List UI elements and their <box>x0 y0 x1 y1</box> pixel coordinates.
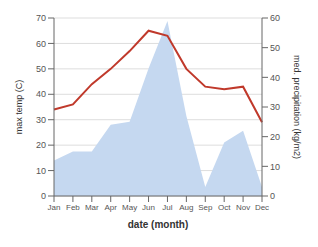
svg-text:Mar: Mar <box>85 203 99 212</box>
svg-text:max temp (C): max temp (C) <box>14 80 24 135</box>
svg-text:Dec: Dec <box>255 203 269 212</box>
svg-text:Sep: Sep <box>198 203 213 212</box>
svg-text:50: 50 <box>270 43 280 53</box>
svg-text:10: 10 <box>36 166 46 176</box>
svg-text:Feb: Feb <box>66 203 80 212</box>
svg-text:40: 40 <box>36 89 46 99</box>
svg-text:Nov: Nov <box>236 203 250 212</box>
svg-text:0: 0 <box>41 191 46 201</box>
svg-text:20: 20 <box>36 140 46 150</box>
svg-text:May: May <box>122 203 137 212</box>
svg-text:60: 60 <box>36 39 46 49</box>
svg-text:70: 70 <box>36 13 46 23</box>
svg-text:20: 20 <box>270 132 280 142</box>
svg-text:Jun: Jun <box>142 203 155 212</box>
svg-text:Jul: Jul <box>162 203 172 212</box>
svg-text:10: 10 <box>270 162 280 172</box>
svg-text:Aug: Aug <box>179 203 193 212</box>
svg-text:Oct: Oct <box>218 203 231 212</box>
svg-text:date (month): date (month) <box>128 219 189 230</box>
svg-text:Apr: Apr <box>105 203 118 212</box>
svg-text:30: 30 <box>36 115 46 125</box>
svg-text:50: 50 <box>36 64 46 74</box>
svg-text:Jan: Jan <box>48 203 61 212</box>
svg-text:40: 40 <box>270 73 280 83</box>
svg-text:0: 0 <box>270 191 275 201</box>
svg-text:med. precipitation (kg/m2): med. precipitation (kg/m2) <box>292 55 302 159</box>
svg-text:30: 30 <box>270 102 280 112</box>
svg-text:60: 60 <box>270 13 280 23</box>
